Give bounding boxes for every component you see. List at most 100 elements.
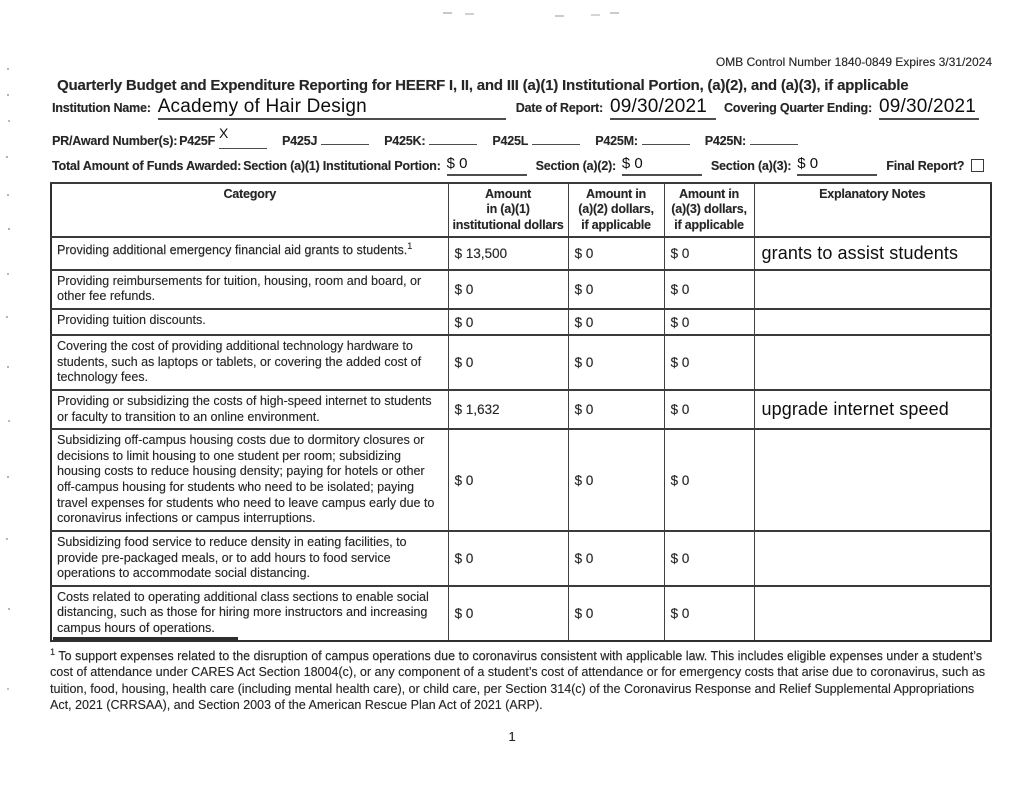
explanatory-note-cell bbox=[753, 428, 992, 532]
amount-a3-cell: $ 0 bbox=[663, 428, 755, 532]
col-header-amount-a1: Amount in (a)(1) institutional dollars bbox=[447, 182, 569, 238]
section-a2-field: $ 0 bbox=[621, 155, 702, 176]
page-number: 1 bbox=[508, 729, 516, 744]
explanatory-note-cell bbox=[753, 530, 992, 587]
category-cell: Providing tuition discounts. bbox=[50, 308, 449, 336]
category-cell: Subsidizing food service to reduce densi… bbox=[50, 530, 449, 587]
amount-a1-cell: $ 0 bbox=[447, 530, 569, 587]
section-a2-value: $ 0 bbox=[621, 155, 643, 172]
final-report-checkbox bbox=[971, 159, 985, 172]
category-cell: Costs related to operating additional cl… bbox=[50, 585, 449, 642]
explanatory-note-cell bbox=[753, 585, 992, 642]
date-of-report-field: 09/30/2021 bbox=[609, 96, 716, 120]
explanatory-note-cell bbox=[753, 334, 992, 391]
pr-award-p425l-field bbox=[532, 144, 581, 145]
amount-a3-cell: $ 0 bbox=[663, 530, 755, 587]
explanatory-note-cell bbox=[753, 308, 992, 336]
date-of-report-value: 09/30/2021 bbox=[609, 96, 708, 117]
amount-a1-cell: $ 0 bbox=[447, 585, 569, 642]
total-funds-line: Total Amount of Funds Awarded: Section (… bbox=[52, 155, 997, 176]
amount-a3-cell: $ 0 bbox=[663, 585, 755, 642]
form-title: Quarterly Budget and Expenditure Reporti… bbox=[57, 77, 909, 94]
amount-a1-cell: $ 13,500 bbox=[447, 236, 569, 271]
amount-a3-cell: $ 0 bbox=[663, 334, 755, 391]
amount-a2-cell: $ 0 bbox=[567, 269, 665, 310]
col-header-category: Category bbox=[50, 182, 449, 238]
amount-a3-cell: $ 0 bbox=[663, 269, 755, 310]
scan-artifact-speckles bbox=[7, 68, 9, 70]
amount-a2-cell: $ 0 bbox=[567, 334, 665, 391]
amount-a2-cell: $ 0 bbox=[567, 308, 665, 336]
pr-award-p425n-field bbox=[749, 144, 798, 145]
category-cell: Covering the cost of providing additiona… bbox=[50, 334, 449, 391]
table-row: Providing reimbursements for tuition, ho… bbox=[50, 269, 992, 310]
date-of-report-label: Date of Report: bbox=[515, 101, 603, 115]
amount-a3-cell: $ 0 bbox=[663, 389, 755, 430]
category-cell: Providing additional emergency financial… bbox=[50, 236, 449, 271]
section-a3-value: $ 0 bbox=[797, 155, 819, 172]
amount-a1-cell: $ 0 bbox=[447, 308, 569, 336]
budget-table: Category Amount in (a)(1) institutional do… bbox=[50, 182, 992, 642]
table-row: Covering the cost of providing additiona… bbox=[50, 334, 992, 391]
category-cell: Subsidizing off-campus housing costs due… bbox=[50, 428, 449, 532]
quarter-ending-field: 09/30/2021 bbox=[878, 96, 979, 120]
pr-award-p425j-label: P425J bbox=[282, 134, 318, 148]
category-cell: Providing or subsidizing the costs of hi… bbox=[50, 389, 449, 430]
total-funds-label: Total Amount of Funds Awarded: bbox=[52, 159, 242, 173]
pr-award-p425f-value: X bbox=[219, 125, 229, 141]
institution-name-label: Institution Name: bbox=[52, 101, 151, 115]
col-header-amount-a2: Amount in (a)(2) dollars, if applicable bbox=[567, 182, 665, 238]
amount-a3-cell: $ 0 bbox=[663, 236, 755, 271]
amount-a1-cell: $ 0 bbox=[447, 269, 569, 310]
explanatory-note-cell: upgrade internet speed bbox=[753, 389, 992, 430]
section-a1-field: $ 0 bbox=[446, 155, 527, 176]
pr-award-label: PR/Award Number(s): bbox=[52, 134, 178, 148]
pr-award-p425f-label: P425F bbox=[179, 134, 215, 148]
amount-a1-cell: $ 0 bbox=[447, 428, 569, 532]
section-a2-label: Section (a)(2): bbox=[535, 159, 617, 173]
col-header-explanatory-notes: Explanatory Notes bbox=[753, 182, 992, 238]
explanatory-note-cell: grants to assist students bbox=[753, 236, 992, 271]
amount-a2-cell: $ 0 bbox=[567, 585, 665, 642]
category-cell: Providing reimbursements for tuition, ho… bbox=[50, 269, 449, 310]
explanatory-note-cell bbox=[753, 269, 992, 310]
amount-a2-cell: $ 0 bbox=[567, 530, 665, 587]
table-row: Subsidizing off-campus housing costs due… bbox=[50, 428, 992, 532]
pr-award-p425m-field bbox=[641, 144, 690, 145]
footnote-text: To support expenses related to the disru… bbox=[50, 649, 986, 712]
institution-line: Institution Name: Academy of Hair Design… bbox=[52, 96, 997, 120]
table-header-row: Category Amount in (a)(1) institutional do… bbox=[50, 182, 992, 238]
footnote: 1 To support expenses related to the dis… bbox=[50, 647, 996, 713]
amount-a3-cell: $ 0 bbox=[663, 308, 755, 336]
amount-a1-cell: $ 0 bbox=[447, 334, 569, 391]
section-a3-field: $ 0 bbox=[797, 155, 878, 176]
quarter-ending-label: Covering Quarter Ending: bbox=[723, 101, 872, 115]
section-a3-label: Section (a)(3): bbox=[710, 159, 792, 173]
section-a1-value: $ 0 bbox=[446, 155, 468, 172]
pr-award-p425n-label: P425N: bbox=[704, 134, 746, 148]
table-row: Providing additional emergency financial… bbox=[50, 236, 992, 271]
table-row: Costs related to operating additional cl… bbox=[50, 585, 992, 642]
final-report-label: Final Report? bbox=[886, 159, 965, 173]
footnote-divider bbox=[53, 637, 238, 640]
pr-award-p425j-field bbox=[321, 144, 370, 145]
amount-a2-cell: $ 0 bbox=[567, 428, 665, 532]
institution-name-value: Academy of Hair Design bbox=[157, 96, 367, 117]
pr-award-p425l-label: P425L bbox=[492, 134, 529, 148]
pr-award-p425f-field: X bbox=[219, 125, 267, 149]
table-row: Providing tuition discounts. $ 0 $ 0 $ 0 bbox=[50, 308, 992, 336]
table-row: Subsidizing food service to reduce densi… bbox=[50, 530, 992, 587]
pr-award-p425k-label: P425K: bbox=[384, 134, 426, 148]
scan-artifact-top-marks bbox=[443, 12, 452, 14]
section-a1-label: Section (a)(1) Institutional Portion: bbox=[243, 159, 441, 173]
col-header-amount-a3: Amount in (a)(3) dollars, if applicable bbox=[663, 182, 755, 238]
pr-award-line: PR/Award Number(s): P425F X P425J P425K:… bbox=[52, 125, 997, 149]
omb-control-number: OMB Control Number 1840-0849 Expires 3/3… bbox=[715, 55, 992, 69]
institution-name-field: Academy of Hair Design bbox=[157, 96, 506, 120]
footnote-marker: 1 bbox=[50, 647, 56, 657]
amount-a1-cell: $ 1,632 bbox=[447, 389, 569, 430]
table-row: Providing or subsidizing the costs of hi… bbox=[50, 389, 992, 430]
amount-a2-cell: $ 0 bbox=[567, 236, 665, 271]
pr-award-p425k-field bbox=[429, 144, 478, 145]
